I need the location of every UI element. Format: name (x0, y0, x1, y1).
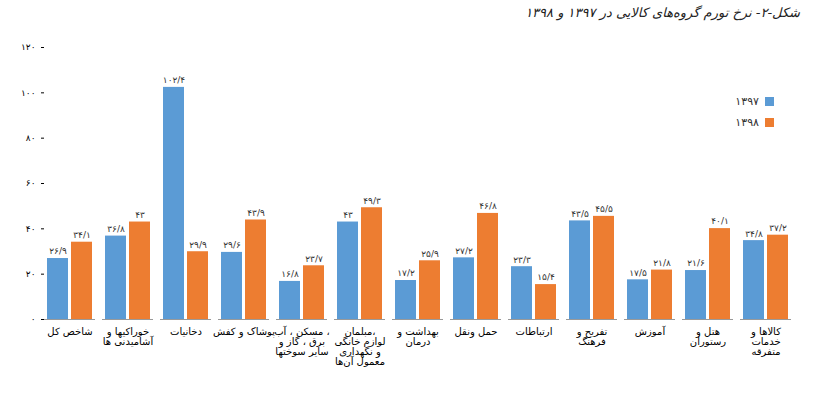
svg-text:۲۰: ۲۰ (26, 269, 36, 279)
svg-text:۲۹/۶: ۲۹/۶ (223, 240, 241, 250)
svg-text:۴۰/۱: ۴۰/۱ (711, 216, 729, 226)
svg-text:۱۲۰: ۱۲۰ (21, 42, 36, 52)
svg-text:۳۶/۸: ۳۶/۸ (107, 224, 125, 234)
svg-text:۴۳: ۴۳ (343, 210, 353, 220)
html-text:شکل-۲- نرخ تورم گروه‌های کالای: شکل-۲- نرخ تورم گروه‌های کالایی در ۱۳۹۷ … (525, 5, 800, 20)
svg-text:پوشاک و کفش: پوشاک و کفش (213, 326, 275, 338)
svg-text:۴۵/۵: ۴۵/۵ (595, 204, 613, 214)
svg-text:۱۵/۴: ۱۵/۴ (537, 272, 555, 282)
svg-text:آموزش: آموزش (635, 325, 667, 337)
svg-text:۱۶/۸: ۱۶/۸ (281, 269, 299, 279)
svg-text:کالاها وخدماتمتفرقه: کالاها وخدماتمتفرقه (750, 326, 781, 357)
svg-text:۴۹/۳: ۴۹/۳ (363, 196, 381, 206)
svg-text:مسکن ، آب ،برق ، گاز وسایر سوخ: مسکن ، آب ،برق ، گاز وسایر سوختها (274, 325, 330, 358)
svg-text:۱۷/۲: ۱۷/۲ (397, 268, 415, 278)
svg-text:۴۳/۹: ۴۳/۹ (247, 208, 265, 218)
svg-text:۴۳/۵: ۴۳/۵ (571, 209, 589, 219)
svg-text:۲۳/۳: ۲۳/۳ (513, 255, 531, 265)
html-text:۱۳۹۸: ۱۳۹۸ (735, 116, 759, 129)
svg-text:شاخص کل: شاخص کل (47, 326, 92, 337)
svg-text:بهداشت ودرمان: بهداشت ودرمان (396, 326, 439, 347)
svg-text:۳۷/۲: ۳۷/۲ (769, 223, 787, 233)
svg-text:۲۱/۶: ۲۱/۶ (687, 258, 705, 268)
svg-text:تفریح وفرهنگ: تفریح وفرهنگ (576, 326, 608, 347)
svg-text:۱۰۲/۴: ۱۰۲/۴ (163, 75, 186, 85)
svg-text:۴۶/۸: ۴۶/۸ (479, 201, 497, 211)
svg-text:۴۳: ۴۳ (135, 210, 145, 220)
svg-text:حمل ونقل: حمل ونقل (455, 326, 498, 338)
svg-text:۸۰: ۸۰ (26, 133, 36, 143)
svg-text:دخانیات: دخانیات (170, 326, 202, 337)
svg-text:۲۵/۹: ۲۵/۹ (421, 249, 439, 259)
svg-text:۰: ۰ (31, 314, 36, 324)
svg-text:۳۴/۱: ۳۴/۱ (73, 230, 91, 240)
svg-text:۴۰: ۴۰ (26, 224, 36, 234)
svg-text:۲۱/۸: ۲۱/۸ (653, 258, 671, 268)
svg-text:۶۰: ۶۰ (26, 178, 36, 188)
svg-text:هتل ورستوران: هتل ورستوران (690, 326, 727, 347)
svg-text:خوراکیها وآشامیدنی ها: خوراکیها وآشامیدنی ها (103, 326, 155, 347)
svg-text:مبلمان،لوازم خانگیو نگهداریمعم: مبلمان،لوازم خانگیو نگهداریمعمول آن‌ها (334, 326, 385, 367)
svg-text:۳۴/۸: ۳۴/۸ (745, 229, 763, 239)
svg-text:۲۳/۷: ۲۳/۷ (305, 254, 323, 264)
svg-text:۱۰۰: ۱۰۰ (21, 88, 36, 98)
svg-text:۲۶/۹: ۲۶/۹ (49, 246, 67, 256)
svg-text:۲۹/۹: ۲۹/۹ (189, 240, 207, 250)
svg-text:۲۷/۲: ۲۷/۲ (455, 246, 473, 256)
html-text:۱۳۹۷: ۱۳۹۷ (735, 95, 759, 108)
svg-text:ارتباطات: ارتباطات (516, 326, 553, 337)
svg-text:۱۷/۵: ۱۷/۵ (629, 268, 647, 278)
